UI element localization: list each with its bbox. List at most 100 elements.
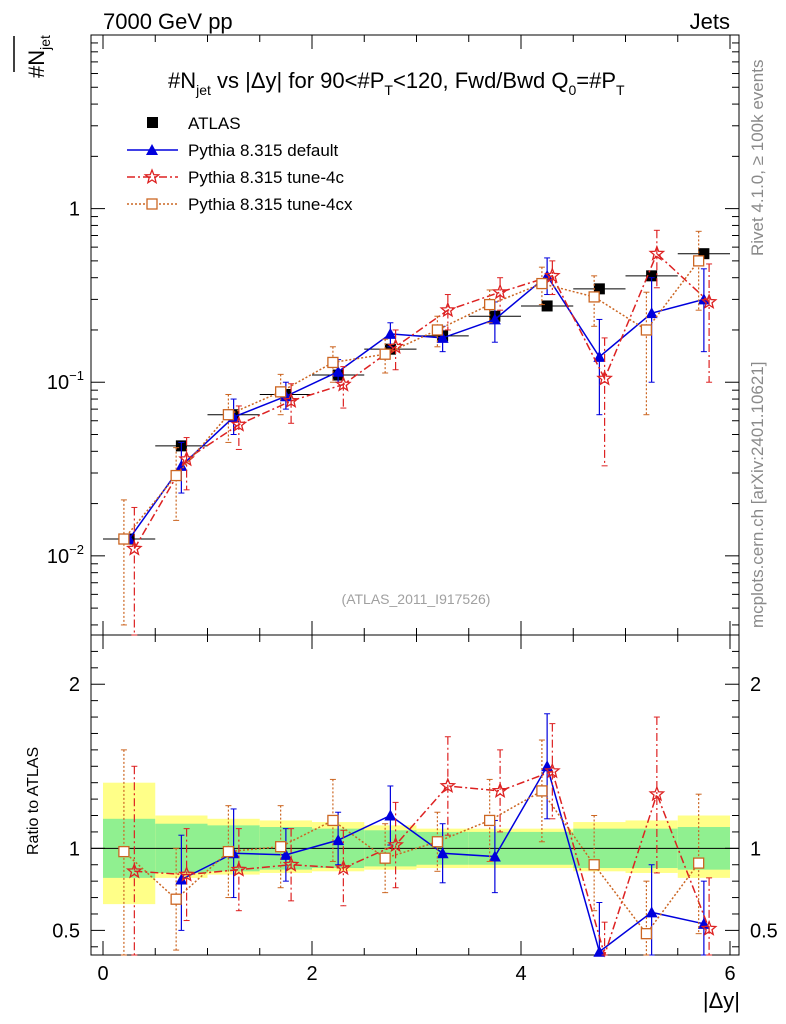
ratio-point-3 — [693, 857, 705, 869]
ratio-point-2 — [178, 865, 196, 882]
series-point-3 — [693, 255, 705, 267]
ratio-point-2 — [543, 762, 561, 779]
ratio-point-1 — [645, 906, 658, 918]
series-point-1 — [175, 459, 188, 471]
x-tick-label: 0 — [97, 963, 108, 985]
legend: ATLAS Pythia 8.315 default Pythia 8.315 … — [127, 114, 353, 214]
ratio-line-3 — [123, 789, 700, 935]
atlas-point — [646, 270, 658, 282]
series-point-2 — [439, 301, 457, 318]
series-point-1 — [593, 350, 606, 362]
axis-ticks: 0 2 4 6 10−2 10−1 1 0.5 0.5 1 1 2 2 — [47, 35, 778, 985]
y-axis-label: #Njet — [24, 35, 53, 78]
ratio-point-1 — [436, 847, 449, 859]
ratio-point-1 — [332, 834, 345, 846]
atlas-point — [541, 300, 553, 312]
ratio-point-2 — [700, 919, 718, 936]
y-tick-label-ratio-right: 1 — [750, 838, 761, 860]
series-point-3 — [222, 409, 235, 421]
legend-marker-4c — [143, 168, 161, 185]
ratio-point-3 — [327, 814, 339, 827]
series-point-1 — [332, 365, 345, 377]
y-tick-label-main: 10−2 — [47, 542, 84, 568]
ratio-point-3 — [118, 845, 130, 858]
ratio-point-3 — [274, 841, 287, 853]
svg-text:#Njet: #Njet — [24, 35, 53, 78]
ratio-point-1 — [593, 945, 606, 957]
ratio-point-2 — [282, 855, 300, 872]
series-point-3 — [274, 386, 287, 398]
ratio-plot-frame — [90, 634, 740, 956]
series-point-3 — [379, 348, 391, 360]
x-axis-label: |Δy| — [703, 988, 740, 1013]
series-point-2 — [126, 539, 143, 556]
series-point-1 — [697, 293, 710, 305]
x-tick-label: 2 — [306, 963, 317, 985]
ratio-point-1 — [279, 848, 292, 860]
series-point-2 — [178, 450, 195, 467]
series-point-3 — [640, 324, 653, 336]
series-line-2 — [133, 252, 710, 550]
series-point-2 — [491, 283, 509, 300]
series-point-3 — [327, 356, 339, 369]
y-tick-label-ratio: 0.5 — [52, 920, 80, 942]
y-tick-label-ratio: 1 — [69, 838, 80, 860]
ratio-point-3 — [379, 852, 391, 864]
y-tick-label-ratio-right: 0.5 — [750, 920, 778, 942]
series-point-2 — [648, 244, 666, 261]
series-point-1 — [384, 327, 397, 339]
series-point-2 — [700, 293, 718, 310]
ratio-point-1 — [175, 873, 188, 885]
ratio-line-2 — [134, 770, 710, 958]
legend-label-default: Pythia 8.315 default — [188, 141, 339, 160]
y-tick-label-main: 1 — [69, 199, 80, 221]
main-series — [103, 229, 730, 636]
series-point-2 — [596, 369, 613, 386]
ratio-point-2 — [230, 860, 248, 877]
atlas-point — [698, 248, 710, 260]
ratio-point-3 — [536, 785, 548, 797]
ratio-point-3 — [222, 845, 235, 858]
chart-title: #Njet vs |Δy| for 90<#PT<120, Fwd/Bwd Q0… — [168, 68, 625, 98]
ratio-series — [118, 713, 718, 958]
series-line-1 — [128, 274, 705, 540]
ratio-point-3 — [588, 859, 600, 871]
series-point-3 — [170, 469, 182, 482]
y-tick-label-ratio-right: 2 — [750, 674, 761, 696]
ratio-point-2 — [648, 785, 666, 802]
y-tick-label-main: 10−1 — [47, 368, 84, 394]
ratio-point-2 — [335, 859, 352, 876]
series-point-3 — [483, 298, 496, 311]
mcplots-label: mcplots.cern.ch [arXiv:2401.10621] — [748, 362, 767, 628]
ratio-point-3 — [170, 893, 182, 905]
ratio-bands — [103, 782, 730, 905]
x-tick-label: 4 — [515, 963, 526, 985]
legend-label-4cx: Pythia 8.315 tune-4cx — [188, 195, 353, 214]
ratio-point-3 — [640, 928, 653, 940]
analysis-tag: (ATLAS_2011_I917526) — [342, 591, 491, 607]
series-point-1 — [488, 313, 501, 325]
ratio-point-2 — [439, 777, 457, 794]
atlas-point — [593, 283, 605, 295]
series-point-3 — [536, 277, 548, 290]
y-tick-label-ratio: 2 — [69, 674, 80, 696]
ratio-point-2 — [125, 862, 143, 879]
series-point-2 — [230, 415, 248, 432]
legend-marker-4cx — [146, 198, 158, 210]
ratio-point-1 — [384, 809, 397, 821]
y-label-sub: jet — [37, 35, 53, 51]
ratio-point-3 — [431, 836, 444, 848]
ratio-point-2 — [491, 782, 509, 799]
rivet-label: Rivet 4.1.0, ≥ 100k events — [748, 60, 767, 256]
x-tick-label: 6 — [724, 963, 735, 985]
series-point-3 — [118, 533, 130, 545]
legend-label-atlas: ATLAS — [188, 114, 241, 133]
series-point-2 — [387, 338, 405, 354]
series-point-2 — [544, 266, 561, 283]
ratio-point-2 — [387, 836, 404, 853]
series-point-3 — [588, 291, 600, 303]
series-point-2 — [282, 392, 300, 409]
ratio-point-1 — [488, 850, 501, 862]
series-point-1 — [645, 307, 658, 319]
